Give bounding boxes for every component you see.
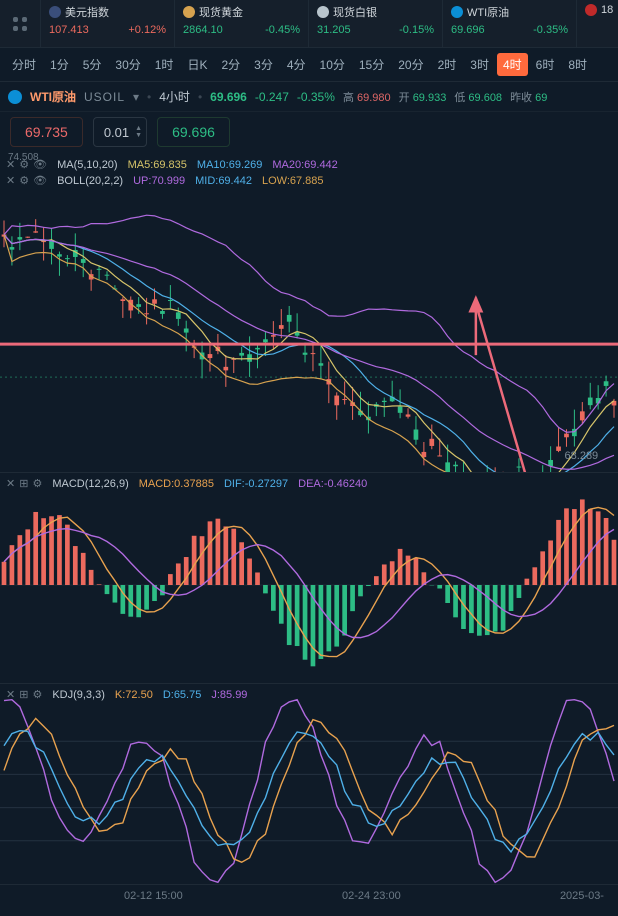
timeframe-日K[interactable]: 日K: [181, 53, 213, 76]
ticker-4[interactable]: 18: [576, 0, 618, 47]
timeframe-20分[interactable]: 20分: [392, 53, 429, 76]
timeframe-30分[interactable]: 30分: [109, 53, 146, 76]
main-chart[interactable]: 74.508 ✕⚙👁 MA(5,10,20) MA5:69.835 MA10:6…: [0, 152, 618, 472]
ohlc-prev: 昨收 69: [510, 89, 547, 105]
timeframe-2分[interactable]: 2分: [215, 53, 246, 76]
timeframe-4分[interactable]: 4分: [281, 53, 312, 76]
gear-icon[interactable]: ⚙: [32, 688, 42, 701]
price-step-value: 0.01: [104, 125, 129, 140]
price-step-box[interactable]: 0.01 ▲▼: [93, 117, 147, 147]
kdj-pane[interactable]: ✕⊞⚙ KDJ(9,3,3) K:72.50 D:65.75 J:85.99: [0, 684, 618, 884]
instrument-dot-icon: [8, 90, 22, 104]
chevron-down-icon[interactable]: ▾: [133, 90, 139, 104]
svg-text:68.289: 68.289: [565, 450, 599, 462]
timeframe-row: 分时1分5分30分1时日K2分3分4分10分15分20分2时3时4时6时8时: [0, 48, 618, 82]
ticker-change: -0.45%: [265, 24, 300, 36]
ohlc-low: 低 69.608: [454, 89, 502, 105]
timeframe-4时[interactable]: 4时: [497, 53, 528, 76]
ticker-name: 18: [601, 4, 613, 16]
ticker-price: 107.413: [49, 24, 89, 36]
ticker-name: 美元指数: [65, 4, 109, 20]
expand-icon[interactable]: ⊞: [19, 477, 28, 490]
app-menu-icon[interactable]: [0, 0, 40, 47]
bid-price-box[interactable]: 69.735: [10, 117, 83, 147]
ticker-strip: 美元指数 107.413 +0.12% 现货黄金 2864.10 -0.45% 现货白银…: [0, 0, 618, 48]
ticker-name: WTI原油: [467, 4, 509, 20]
step-up-icon[interactable]: ▲: [135, 125, 142, 132]
time-axis: 02-12 15:00 02-24 23:00 2025-03-: [0, 884, 618, 906]
kdj-svg: [0, 684, 618, 884]
macd-pane[interactable]: ✕⊞⚙ MACD(12,26,9) MACD:0.37885 DIF:-0.27…: [0, 473, 618, 683]
change-abs: -0.247: [255, 90, 289, 104]
close-icon[interactable]: ✕: [6, 477, 15, 490]
ohlc-high: 高 69.980: [343, 89, 391, 105]
instrument-header: WTI原油 USOIL ▾ • 4小时 • 69.696 -0.247 -0.3…: [0, 82, 618, 112]
timeframe-2时[interactable]: 2时: [432, 53, 463, 76]
ticker-change: -0.15%: [399, 24, 434, 36]
timeframe-3时[interactable]: 3时: [464, 53, 495, 76]
date-right: 2025-03-: [560, 890, 604, 902]
gear-icon[interactable]: ⚙: [19, 174, 29, 187]
ticker-1[interactable]: 现货黄金 2864.10 -0.45%: [174, 0, 308, 47]
ticker-dot-icon: [317, 6, 329, 18]
instrument-tf: 4小时: [159, 88, 190, 105]
ticker-3[interactable]: WTI原油 69.696 -0.35%: [442, 0, 576, 47]
timeframe-15分[interactable]: 15分: [353, 53, 390, 76]
timeframe-1时[interactable]: 1时: [149, 53, 180, 76]
instrument-code: USOIL: [84, 90, 125, 104]
timeframe-1分[interactable]: 1分: [44, 53, 75, 76]
ticker-dot-icon: [451, 6, 463, 18]
change-pct: -0.35%: [297, 90, 335, 104]
last-price: 69.696: [210, 90, 247, 104]
price-input-row: 69.735 0.01 ▲▼ 69.696: [0, 112, 618, 152]
timeframe-3分[interactable]: 3分: [248, 53, 279, 76]
candlestick-svg: 68.289: [0, 152, 618, 472]
ticker-price: 31.205: [317, 24, 351, 36]
boll-indicator-label: ✕⚙👁 BOLL(20,2,2) UP:70.999 MID:69.442 LO…: [6, 174, 324, 187]
ticker-2[interactable]: 现货白银 31.205 -0.15%: [308, 0, 442, 47]
ticker-price: 69.696: [451, 24, 485, 36]
macd-indicator-label: ✕⊞⚙ MACD(12,26,9) MACD:0.37885 DIF:-0.27…: [6, 477, 367, 490]
kdj-indicator-label: ✕⊞⚙ KDJ(9,3,3) K:72.50 D:65.75 J:85.99: [6, 688, 247, 701]
timeframe-10分[interactable]: 10分: [314, 53, 351, 76]
timeframe-5分[interactable]: 5分: [77, 53, 108, 76]
ma-indicator-label: ✕⚙👁 MA(5,10,20) MA5:69.835 MA10:69.269 M…: [6, 158, 338, 171]
ask-price-box[interactable]: 69.696: [157, 117, 230, 147]
ticker-0[interactable]: 美元指数 107.413 +0.12%: [40, 0, 174, 47]
timeframe-分时[interactable]: 分时: [6, 53, 42, 76]
expand-icon[interactable]: ⊞: [19, 688, 28, 701]
ohlc-open: 开 69.933: [399, 89, 447, 105]
gear-icon[interactable]: ⚙: [32, 477, 42, 490]
timeframe-8时[interactable]: 8时: [562, 53, 593, 76]
ticker-name: 现货黄金: [199, 4, 243, 20]
ticker-change: -0.35%: [533, 24, 568, 36]
trading-chart-screen: { "colors": { "bg": "#0f1b28", "panel": …: [0, 0, 618, 916]
close-icon[interactable]: ✕: [6, 688, 15, 701]
eye-icon[interactable]: 👁: [33, 174, 47, 187]
timeframe-6时[interactable]: 6时: [530, 53, 561, 76]
date-left: 02-12 15:00: [124, 890, 183, 902]
ticker-price: 2864.10: [183, 24, 223, 36]
ticker-dot-icon: [585, 4, 597, 16]
close-icon[interactable]: ✕: [6, 158, 15, 171]
step-down-icon[interactable]: ▼: [135, 132, 142, 139]
date-mid: 02-24 23:00: [342, 890, 401, 902]
ticker-dot-icon: [49, 6, 61, 18]
eye-icon[interactable]: 👁: [33, 158, 47, 171]
gear-icon[interactable]: ⚙: [19, 158, 29, 171]
ticker-dot-icon: [183, 6, 195, 18]
ticker-change: +0.12%: [128, 24, 166, 36]
instrument-symbol[interactable]: WTI原油: [30, 88, 76, 105]
ticker-name: 现货白银: [333, 4, 377, 20]
macd-svg: [0, 473, 618, 683]
close-icon[interactable]: ✕: [6, 174, 15, 187]
